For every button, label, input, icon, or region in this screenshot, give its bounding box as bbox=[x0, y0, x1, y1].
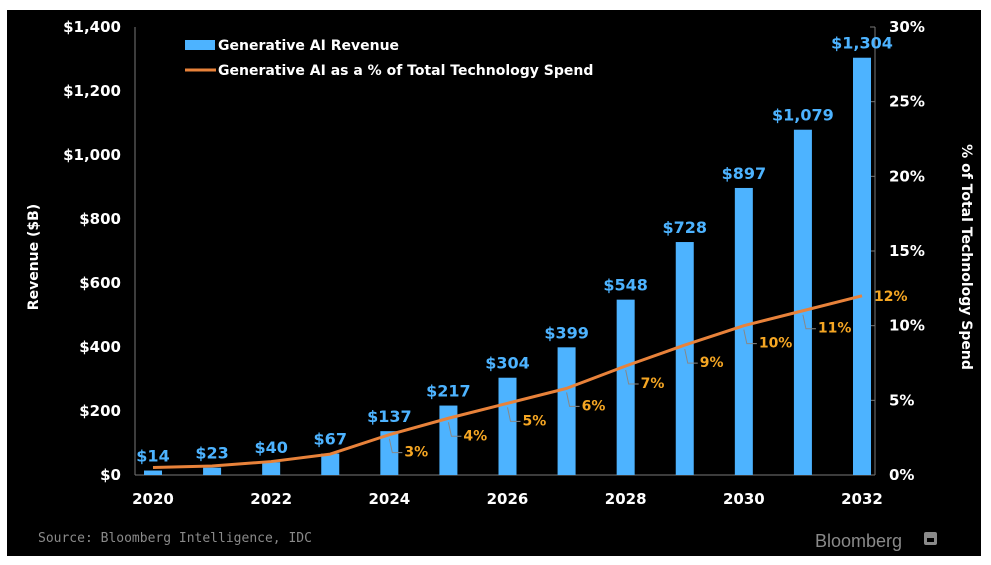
label-leader-line bbox=[388, 438, 403, 454]
bar bbox=[439, 405, 458, 475]
bar bbox=[675, 242, 694, 475]
bar-value-label: $14 bbox=[136, 447, 169, 466]
left-y-ticks: $0 $200 $400 $600 $800 $1,000 $1,200 $1,400 bbox=[63, 18, 121, 484]
legend-label-revenue: Generative AI Revenue bbox=[218, 38, 399, 54]
label-leader-line bbox=[507, 407, 521, 422]
bar bbox=[262, 462, 281, 475]
y2-tick-label: 20% bbox=[889, 167, 925, 185]
legend: Generative AI Revenue Generative AI as a… bbox=[185, 38, 593, 79]
share-value-label: 11% bbox=[818, 321, 852, 337]
bar-value-label: $548 bbox=[603, 276, 648, 295]
right-y-ticks: 0% 5% 10% 15% 20% 25% 30% bbox=[870, 18, 925, 484]
bar-value-label: $217 bbox=[426, 382, 471, 401]
y-tick-label: $400 bbox=[79, 338, 121, 356]
bar bbox=[203, 467, 222, 475]
y-tick-label: $0 bbox=[100, 466, 121, 484]
bar-value-label: $897 bbox=[722, 164, 767, 183]
bar-value-label: $1,079 bbox=[772, 106, 834, 125]
bar-series bbox=[144, 57, 871, 475]
label-leader-line bbox=[802, 314, 816, 330]
line-series bbox=[152, 294, 863, 470]
x-tick-label: 2020 bbox=[132, 490, 174, 508]
bar-value-label: $399 bbox=[544, 323, 589, 342]
x-tick-label: 2028 bbox=[605, 490, 647, 508]
bar bbox=[793, 129, 812, 475]
chart-frame: $0 $200 $400 $600 $800 $1,000 $1,200 $1,400 0% 5… bbox=[7, 10, 981, 556]
x-tick-label: 2030 bbox=[723, 490, 765, 508]
label-leader-line bbox=[684, 348, 698, 364]
y-tick-label: $1,400 bbox=[63, 18, 121, 36]
y-tick-label: $200 bbox=[79, 402, 121, 420]
y-tick-label: $1,200 bbox=[63, 82, 121, 100]
x-ticks: 2020 2022 2024 2026 2028 2030 2032 bbox=[132, 490, 883, 508]
bar-value-label: $23 bbox=[195, 444, 228, 463]
x-tick-label: 2026 bbox=[487, 490, 529, 508]
share-value-label: 9% bbox=[700, 355, 724, 371]
y2-tick-label: 15% bbox=[889, 242, 925, 260]
share-value-label: 7% bbox=[641, 376, 665, 392]
legend-swatch-revenue bbox=[185, 40, 215, 50]
bar-value-label: $304 bbox=[485, 354, 530, 373]
share-value-label: 3% bbox=[404, 445, 428, 461]
bloomberg-logo: Bloomberg bbox=[815, 531, 937, 551]
bar bbox=[557, 347, 576, 475]
share-value-label: 10% bbox=[759, 336, 793, 352]
y2-axis-title: % of Total Technology Spend bbox=[958, 144, 974, 370]
label-leader-line bbox=[625, 369, 639, 385]
terminal-icon-glyph bbox=[927, 538, 934, 542]
bar-labels: $14 $23 $40 $67 $137 $217 $304 $399 $548 $728 $897… bbox=[136, 34, 893, 466]
label-leader-line bbox=[566, 392, 580, 407]
bar-value-label: $728 bbox=[662, 218, 707, 237]
x-tick-label: 2032 bbox=[841, 490, 883, 508]
share-value-label: 4% bbox=[463, 428, 487, 444]
line-labels: 3% 4% 5% 6% 7% 9% 10% 11% 12% bbox=[388, 289, 908, 461]
y2-tick-label: 25% bbox=[889, 93, 925, 111]
y-tick-label: $800 bbox=[79, 210, 121, 228]
x-tick-label: 2022 bbox=[250, 490, 292, 508]
bar bbox=[321, 453, 340, 475]
bar-value-label: $40 bbox=[254, 438, 287, 457]
y-tick-label: $600 bbox=[79, 274, 121, 292]
legend-label-share: Generative AI as a % of Total Technology… bbox=[218, 63, 593, 79]
bar bbox=[498, 377, 517, 475]
share-value-label: 6% bbox=[582, 398, 606, 414]
x-tick-label: 2024 bbox=[368, 490, 410, 508]
share-value-label: 5% bbox=[523, 413, 547, 429]
brand-name: Bloomberg bbox=[815, 531, 902, 551]
source-note: Source: Bloomberg Intelligence, IDC bbox=[38, 531, 312, 546]
bar-value-label: $137 bbox=[367, 407, 412, 426]
bar bbox=[380, 431, 399, 475]
y-axis-title: Revenue ($B) bbox=[26, 204, 42, 310]
y2-tick-label: 10% bbox=[889, 317, 925, 335]
bar-value-label: $67 bbox=[314, 430, 347, 449]
y2-tick-label: 0% bbox=[889, 466, 914, 484]
bar-value-label: $1,304 bbox=[831, 34, 893, 53]
chart: $0 $200 $400 $600 $800 $1,000 $1,200 $1,400 0% 5… bbox=[26, 18, 974, 551]
y-tick-label: $1,000 bbox=[63, 146, 121, 164]
y2-tick-label: 5% bbox=[889, 391, 914, 409]
label-leader-line bbox=[447, 422, 462, 437]
y2-tick-label: 30% bbox=[889, 18, 925, 36]
bar bbox=[853, 57, 871, 475]
label-leader-line bbox=[743, 329, 757, 345]
share-value-label: 12% bbox=[874, 289, 908, 305]
bar bbox=[144, 470, 162, 475]
bar bbox=[616, 299, 635, 475]
